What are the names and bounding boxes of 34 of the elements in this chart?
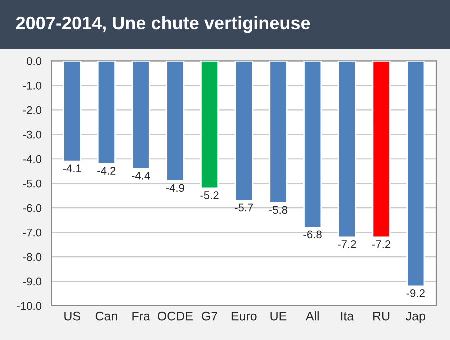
x-tick-label: US [64,312,80,321]
data-label: -4.9 [166,184,184,192]
y-tick-label: -7.0 [23,228,42,237]
y-tick-label: -3.0 [23,130,42,139]
y-tick-label: -2.0 [23,106,42,114]
x-tick-label: Ita [341,312,354,321]
data-label: -9.2 [406,289,425,298]
x-tick-label: G7 [202,312,218,321]
x-tick-label: OCDE [158,312,193,321]
y-tick-label: -4.0 [23,155,42,164]
y-tick-label: -5.0 [23,180,42,188]
data-label: -7.2 [338,240,356,248]
data-label: -6.8 [304,230,322,239]
y-tick-label: -10.0 [17,302,42,310]
y-tick-label: -8.0 [23,253,42,262]
x-tick-label: Fra [132,312,150,321]
y-tick-label: 0.0 [27,57,42,66]
x-tick-label: UE [270,312,287,321]
data-label: -5.7 [235,204,254,212]
y-tick-label: -1.0 [23,82,42,90]
data-label: -5.2 [200,192,219,200]
x-tick-label: Euro [232,312,257,321]
data-label: -7.2 [372,240,391,248]
data-label: -4.2 [98,167,116,175]
data-label: -4.4 [132,172,150,180]
x-tick-label: RU [374,312,390,321]
x-tick-label: Jap [406,312,426,324]
chart-title: 2007-2014, Une chute vertigineuse [16,16,310,34]
data-label: -5.8 [269,206,288,214]
x-tick-label: All [306,312,319,321]
y-tick-label: -6.0 [23,204,42,212]
x-tick-label: Can [96,312,118,321]
data-label: -4.1 [63,164,82,172]
y-tick-label: -9.0 [23,278,42,286]
